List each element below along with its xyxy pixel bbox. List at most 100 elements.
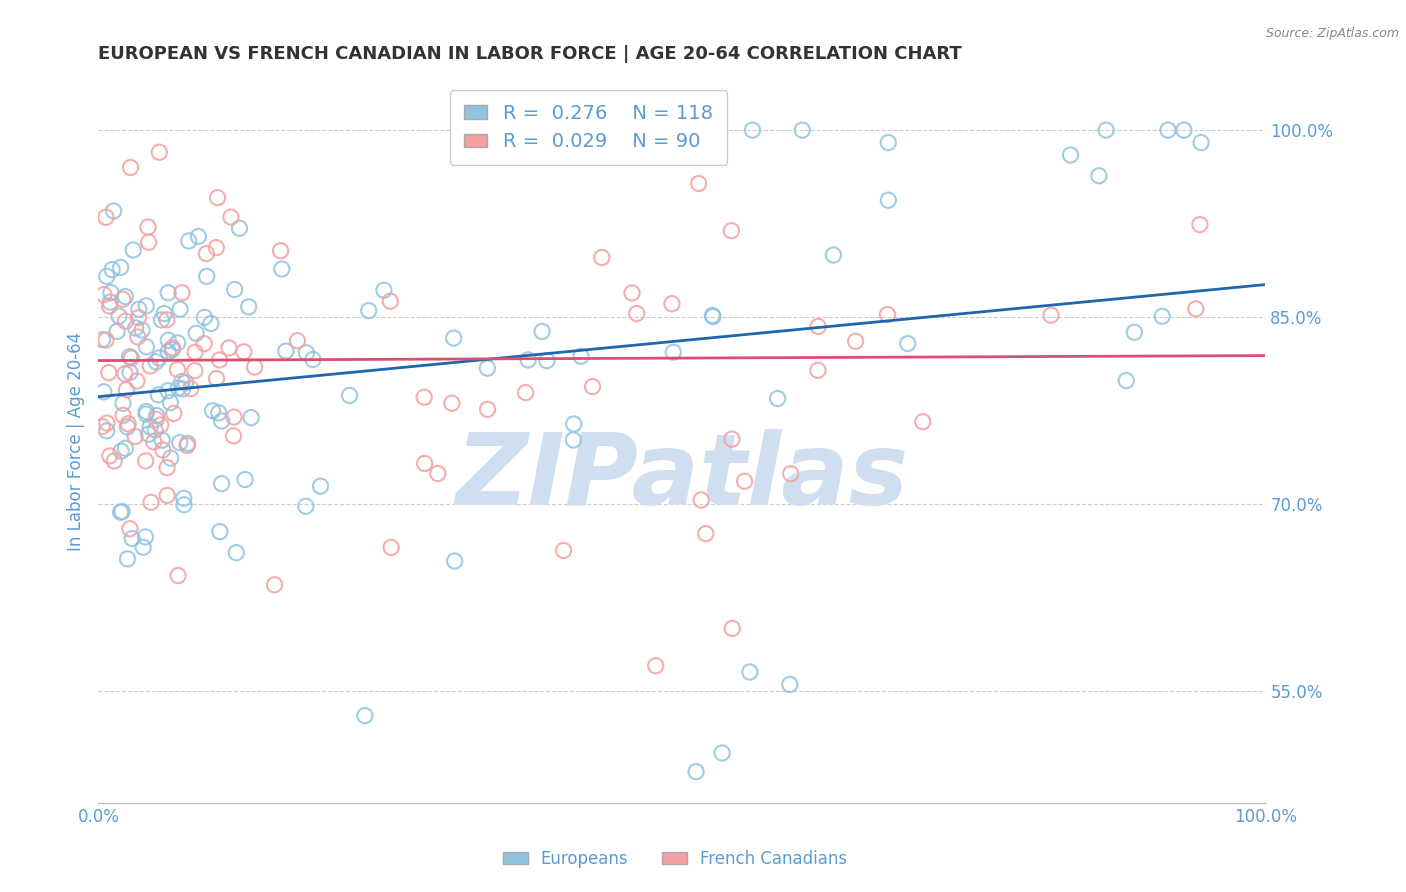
Point	[193, 336, 215, 351]
Point	[114, 367, 136, 381]
Point	[121, 532, 143, 546]
Point	[1188, 218, 1211, 232]
Point	[766, 392, 789, 406]
Point	[139, 495, 162, 509]
Point	[222, 429, 245, 443]
Point	[877, 136, 900, 150]
Point	[136, 220, 159, 235]
Point	[153, 306, 176, 320]
Point	[807, 363, 830, 377]
Point	[149, 417, 172, 432]
Point	[145, 409, 167, 423]
Point	[128, 302, 150, 317]
Point	[876, 308, 898, 322]
Point	[110, 260, 132, 275]
Point	[156, 460, 179, 475]
Point	[581, 379, 603, 393]
Point	[134, 530, 156, 544]
Y-axis label: In Labor Force | Age 20-64: In Labor Force | Age 20-64	[66, 332, 84, 551]
Point	[219, 210, 242, 224]
Point	[166, 335, 188, 350]
Point	[159, 451, 181, 466]
Point	[531, 325, 554, 339]
Point	[160, 343, 183, 357]
Point	[911, 415, 934, 429]
Point	[690, 493, 713, 508]
Point	[103, 454, 125, 468]
Point	[695, 526, 717, 541]
Point	[720, 224, 742, 238]
Point	[1039, 308, 1062, 322]
Point	[167, 381, 190, 395]
Point	[111, 292, 134, 306]
Text: Source: ZipAtlas.com: Source: ZipAtlas.com	[1265, 27, 1399, 40]
Point	[125, 374, 148, 388]
Point	[897, 336, 920, 351]
Point	[702, 309, 724, 323]
Point	[127, 330, 149, 344]
Point	[118, 366, 141, 380]
Point	[380, 541, 402, 555]
Point	[1173, 123, 1195, 137]
Point	[233, 473, 256, 487]
Point	[143, 423, 166, 437]
Point	[1152, 310, 1174, 324]
Point	[145, 355, 167, 369]
Point	[380, 294, 402, 309]
Point	[157, 285, 180, 300]
Point	[517, 352, 540, 367]
Point	[156, 384, 179, 398]
Point	[96, 416, 118, 430]
Point	[373, 283, 395, 297]
Point	[205, 241, 228, 255]
Point	[477, 402, 499, 417]
Point	[91, 333, 114, 347]
Point	[170, 375, 193, 389]
Point	[208, 524, 231, 539]
Point	[120, 161, 142, 175]
Point	[180, 382, 202, 396]
Point	[132, 541, 155, 555]
Point	[569, 349, 592, 363]
Point	[112, 409, 135, 423]
Point	[354, 708, 377, 723]
Point	[232, 344, 254, 359]
Point	[357, 303, 380, 318]
Point	[270, 262, 292, 277]
Point	[309, 479, 332, 493]
Point	[135, 299, 157, 313]
Text: EUROPEAN VS FRENCH CANADIAN IN LABOR FORCE | AGE 20-64 CORRELATION CHART: EUROPEAN VS FRENCH CANADIAN IN LABOR FOR…	[98, 45, 962, 62]
Point	[138, 235, 160, 250]
Point	[93, 384, 115, 399]
Point	[167, 568, 190, 582]
Point	[211, 414, 233, 428]
Point	[111, 396, 134, 410]
Point	[120, 351, 142, 365]
Legend: R =  0.276    N = 118, R =  0.029    N = 90: R = 0.276 N = 118, R = 0.029 N = 90	[450, 90, 727, 165]
Point	[110, 444, 132, 458]
Point	[287, 334, 309, 348]
Point	[240, 410, 263, 425]
Point	[792, 123, 814, 137]
Point	[176, 436, 198, 450]
Point	[111, 504, 134, 518]
Point	[779, 677, 801, 691]
Point	[122, 243, 145, 257]
Point	[224, 283, 246, 297]
Point	[117, 552, 139, 566]
Point	[193, 310, 215, 325]
Point	[163, 407, 186, 421]
Point	[139, 419, 162, 434]
Point	[135, 404, 157, 418]
Point	[807, 319, 830, 334]
Point	[515, 385, 537, 400]
Point	[1123, 326, 1146, 340]
Point	[148, 145, 170, 160]
Point	[211, 476, 233, 491]
Point	[142, 434, 165, 449]
Point	[662, 345, 685, 359]
Point	[222, 410, 245, 425]
Point	[174, 376, 197, 390]
Point	[172, 382, 194, 396]
Point	[1059, 148, 1081, 162]
